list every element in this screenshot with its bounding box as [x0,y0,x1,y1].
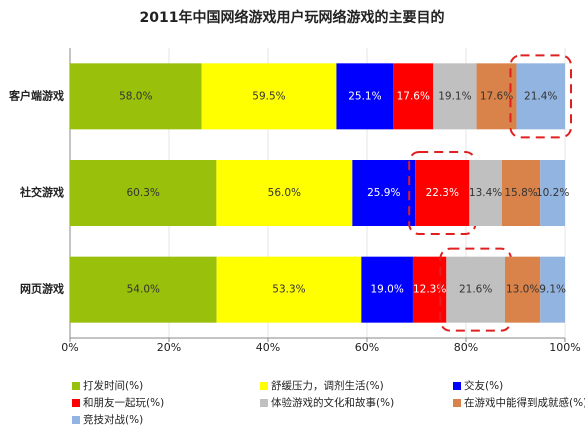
bar-segment [501,160,541,226]
legend-label: 竞技对战(%) [83,413,143,426]
bar-segment [216,256,362,323]
data-label: 58.0% [119,90,152,102]
data-label: 54.0% [127,284,160,296]
chart-title: 2011年中国网络游戏用户玩网络游戏的主要目的 [140,9,445,26]
data-label: 25.1% [348,90,381,102]
bar-segment [469,160,502,226]
bar-segment [540,256,565,323]
data-label: 15.8% [504,187,537,199]
x-tick-label: 20% [157,341,181,354]
x-tick-label: 0% [61,341,78,354]
x-tick-label: 60% [355,341,379,354]
data-label: 53.3% [272,284,305,296]
y-tick-label: 网页游戏 [20,282,64,296]
data-label: 59.5% [252,90,285,102]
data-label: 10.2% [536,187,569,199]
bar-segment [540,160,565,226]
data-label: 60.3% [127,187,160,199]
data-label: 56.0% [268,187,301,199]
y-tick-label: 社交游戏 [19,185,64,199]
data-label: 13.4% [469,187,502,199]
legend-swatch [72,416,80,424]
legend-label: 体验游戏的文化和故事(%) [271,396,394,409]
x-tick-label: 40% [256,341,280,354]
bar-segment [433,63,477,130]
data-label: 19.1% [438,90,471,102]
legend-label: 和朋友一起玩(%) [83,396,164,409]
legend-label: 在游戏中能得到成就感(%) [464,396,585,409]
legend-label: 交友(%) [464,379,503,392]
bar-segment [70,160,217,226]
bar-segment [216,160,353,226]
bar-segment [352,160,416,226]
data-label: 19.0% [370,284,403,296]
legend-swatch [260,399,268,407]
x-tick-label: 100% [549,341,580,354]
data-label: 17.6% [397,90,430,102]
data-label: 13.0% [506,284,539,296]
bar-segment [393,63,434,130]
bar-segment [415,160,470,226]
legend-swatch [72,399,80,407]
bar-segment [70,256,217,323]
legend-swatch [453,382,461,390]
bar-segment [201,63,337,130]
highlight-box [509,54,573,139]
bar-segment [70,63,202,130]
data-label: 21.6% [459,284,492,296]
y-tick-label: 客户端游戏 [8,88,64,102]
data-label: 21.4% [524,90,557,102]
legend-swatch [72,382,80,390]
legend-swatch [260,382,268,390]
data-label: 9.1% [539,284,566,296]
data-label: 12.3% [413,284,446,296]
bar-segment [336,63,394,130]
legend-label: 打发时间(%) [83,379,143,392]
legend-swatch [453,399,461,407]
bar-segment [361,256,413,323]
bar-segment [516,63,565,130]
data-label: 25.9% [367,187,400,199]
legend-label: 舒缓压力，调剂生活(%) [271,379,384,392]
x-tick-label: 80% [454,341,478,354]
bar-segment [446,256,505,323]
data-label: 22.3% [426,187,459,199]
data-label: 17.6% [480,90,513,102]
bar-segment [504,256,541,323]
